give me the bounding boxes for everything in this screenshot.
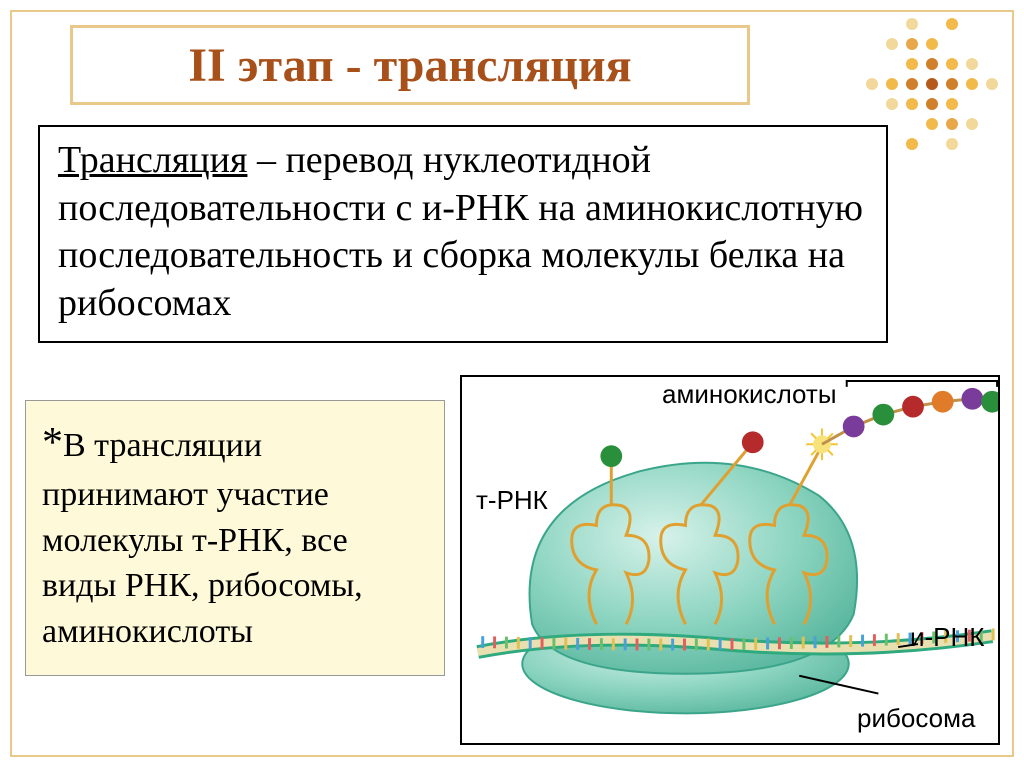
dot xyxy=(906,118,918,130)
dot xyxy=(946,98,958,110)
dot xyxy=(926,78,938,90)
label-mrna: и-РНК xyxy=(910,622,984,653)
label-trna: т-РНК xyxy=(476,485,548,516)
dot xyxy=(946,118,958,130)
dot xyxy=(966,18,978,30)
dot xyxy=(906,38,918,50)
dot xyxy=(866,38,878,50)
dot xyxy=(986,138,998,150)
dot xyxy=(986,38,998,50)
dot xyxy=(966,58,978,70)
dot xyxy=(966,118,978,130)
dot xyxy=(946,18,958,30)
note-box: *В трансляции принимают участие молекулы… xyxy=(25,400,445,676)
dot xyxy=(926,58,938,70)
dot xyxy=(886,18,898,30)
dot xyxy=(866,58,878,70)
dot xyxy=(926,38,938,50)
dot xyxy=(986,18,998,30)
dot xyxy=(946,138,958,150)
dot xyxy=(946,38,958,50)
dot xyxy=(926,98,938,110)
definition-box: Трансляция – перевод нуклеотидной послед… xyxy=(38,125,888,343)
translation-diagram: аминокислоты т-РНК и-РНК рибосома xyxy=(460,375,1000,745)
diagram-svg xyxy=(462,377,998,743)
dot xyxy=(986,78,998,90)
dot xyxy=(906,78,918,90)
dot xyxy=(926,138,938,150)
dot xyxy=(966,138,978,150)
dot xyxy=(906,138,918,150)
dot xyxy=(866,18,878,30)
dot xyxy=(866,78,878,90)
dot xyxy=(886,38,898,50)
label-ribosome: рибосома xyxy=(857,703,975,734)
dot xyxy=(966,38,978,50)
dot xyxy=(926,118,938,130)
label-amino-acids: аминокислоты xyxy=(662,379,837,410)
dot xyxy=(906,98,918,110)
dot xyxy=(866,98,878,110)
note-text: В трансляции принимают участие молекулы … xyxy=(42,427,363,650)
dot xyxy=(986,98,998,110)
note-star: * xyxy=(42,420,63,466)
dot xyxy=(886,78,898,90)
dot xyxy=(986,118,998,130)
dot xyxy=(946,58,958,70)
title-box: II этап - трансляция xyxy=(70,25,750,105)
dot xyxy=(886,98,898,110)
dot xyxy=(966,78,978,90)
dot xyxy=(986,58,998,70)
dot xyxy=(906,58,918,70)
dot xyxy=(906,18,918,30)
definition-term: Трансляция xyxy=(58,139,247,181)
dot xyxy=(966,98,978,110)
dot xyxy=(926,18,938,30)
title-text: II этап - трансляция xyxy=(188,38,631,93)
dot xyxy=(946,78,958,90)
dot xyxy=(886,58,898,70)
